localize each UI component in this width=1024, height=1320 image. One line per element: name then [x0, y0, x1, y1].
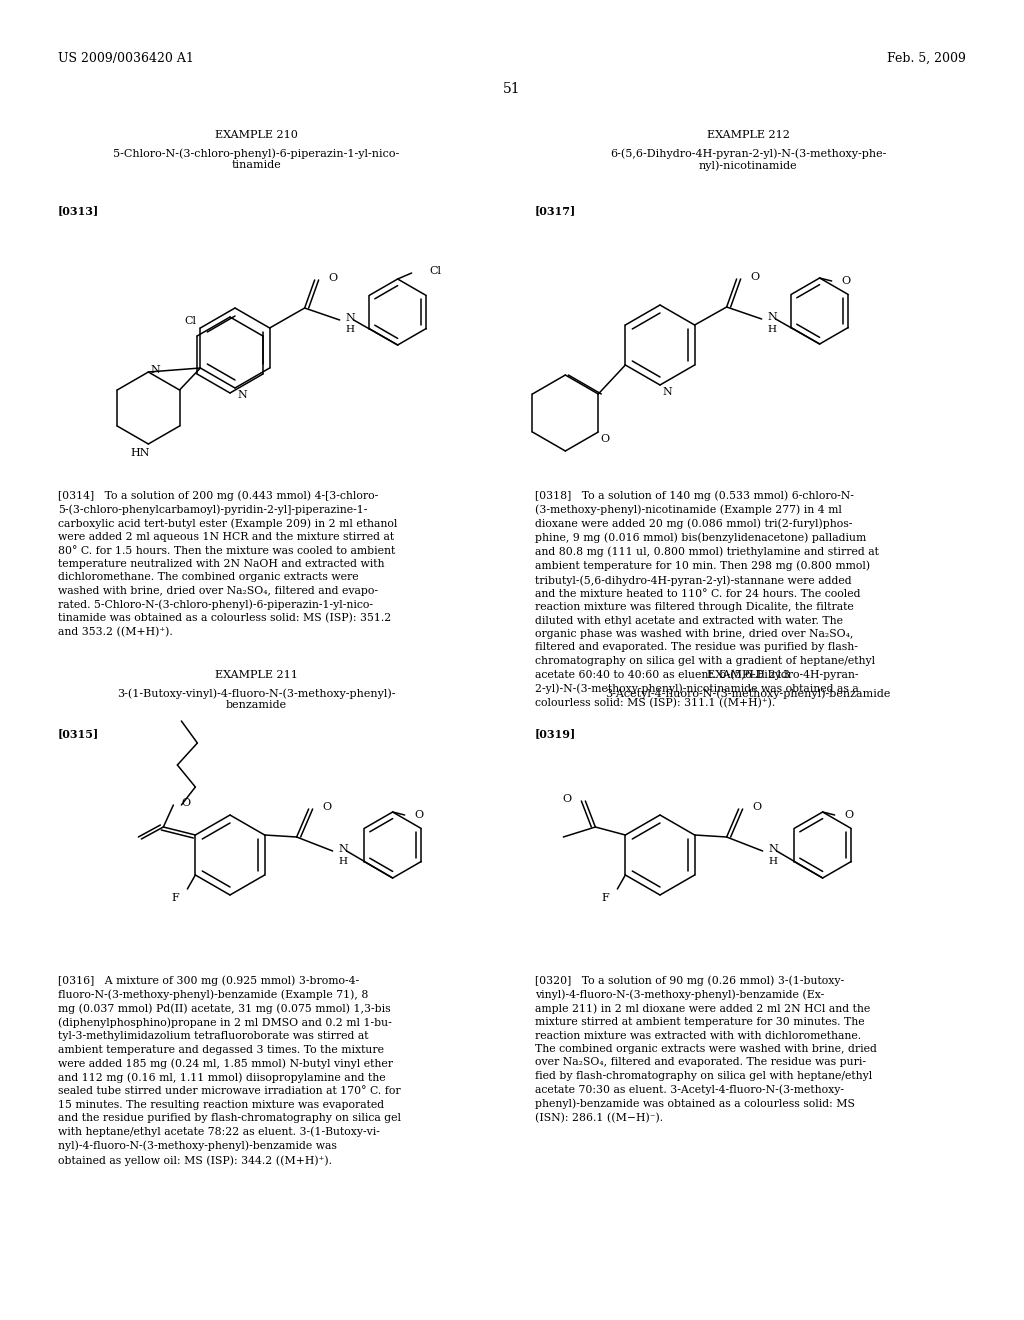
Text: EXAMPLE 211: EXAMPLE 211	[215, 671, 297, 680]
Text: F: F	[171, 894, 179, 903]
Text: EXAMPLE 210: EXAMPLE 210	[215, 129, 297, 140]
Text: O: O	[842, 276, 851, 286]
Text: [0313]: [0313]	[58, 205, 99, 216]
Text: N: N	[346, 313, 355, 323]
Text: [0319]: [0319]	[535, 729, 577, 739]
Text: 6-(5,6-Dihydro-4H-pyran-2-yl)-N-(3-methoxy-phe-
nyl)-nicotinamide: 6-(5,6-Dihydro-4H-pyran-2-yl)-N-(3-metho…	[610, 148, 886, 170]
Text: EXAMPLE 212: EXAMPLE 212	[707, 129, 790, 140]
Text: Cl: Cl	[184, 315, 197, 326]
Text: Feb. 5, 2009: Feb. 5, 2009	[887, 51, 966, 65]
Text: [0314]   To a solution of 200 mg (0.443 mmol) 4-[3-chloro-
5-(3-chloro-phenylcar: [0314] To a solution of 200 mg (0.443 mm…	[58, 490, 397, 638]
Text: O: O	[751, 272, 760, 282]
Text: O: O	[600, 434, 609, 444]
Text: N: N	[769, 843, 778, 854]
Text: O: O	[329, 273, 338, 282]
Text: H: H	[346, 326, 354, 334]
Text: O: O	[753, 803, 762, 812]
Text: 3-Acetyl-4-fluoro-N-(3-methoxy-phenyl)-benzamide: 3-Acetyl-4-fluoro-N-(3-methoxy-phenyl)-b…	[605, 688, 891, 698]
Text: 5-Chloro-N-(3-chloro-phenyl)-6-piperazin-1-yl-nico-
tinamide: 5-Chloro-N-(3-chloro-phenyl)-6-piperazin…	[113, 148, 399, 170]
Text: O: O	[562, 795, 571, 804]
Text: O: O	[415, 810, 424, 820]
Text: F: F	[601, 894, 609, 903]
Text: EXAMPLE 213: EXAMPLE 213	[707, 671, 790, 680]
Text: O: O	[181, 799, 190, 808]
Text: HN: HN	[130, 447, 150, 458]
Text: H: H	[339, 857, 347, 866]
Text: N: N	[151, 366, 160, 375]
Text: [0316]   A mixture of 300 mg (0.925 mmol) 3-bromo-4-
fluoro-N-(3-methoxy-phenyl): [0316] A mixture of 300 mg (0.925 mmol) …	[58, 975, 401, 1166]
Text: [0318]   To a solution of 140 mg (0.533 mmol) 6-chloro-N-
(3-methoxy-phenyl)-nic: [0318] To a solution of 140 mg (0.533 mm…	[535, 490, 879, 708]
Text: N: N	[339, 843, 348, 854]
Text: 51: 51	[503, 82, 521, 96]
Text: [0315]: [0315]	[58, 729, 99, 739]
Text: N: N	[768, 312, 777, 322]
Text: H: H	[769, 857, 777, 866]
Text: O: O	[845, 810, 854, 820]
Text: H: H	[768, 325, 776, 334]
Text: Cl: Cl	[430, 267, 441, 276]
Text: O: O	[323, 803, 332, 812]
Text: US 2009/0036420 A1: US 2009/0036420 A1	[58, 51, 194, 65]
Text: [0320]   To a solution of 90 mg (0.26 mmol) 3-(1-butoxy-
vinyl)-4-fluoro-N-(3-me: [0320] To a solution of 90 mg (0.26 mmol…	[535, 975, 877, 1123]
Text: 3-(1-Butoxy-vinyl)-4-fluoro-N-(3-methoxy-phenyl)-
benzamide: 3-(1-Butoxy-vinyl)-4-fluoro-N-(3-methoxy…	[117, 688, 395, 710]
Text: N: N	[237, 389, 247, 400]
Text: [0317]: [0317]	[535, 205, 577, 216]
Text: N: N	[662, 387, 672, 397]
